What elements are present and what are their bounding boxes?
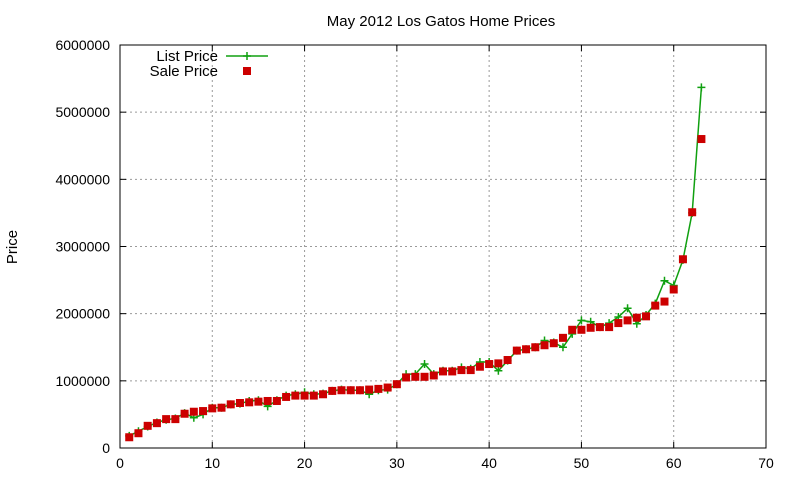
- sale-price-point: [319, 390, 328, 399]
- sale-price-point: [642, 312, 651, 321]
- sale-price-point: [226, 400, 235, 409]
- sale-price-point: [439, 367, 447, 376]
- y-tick-label: 4000000: [55, 171, 110, 187]
- sale-price-point: [328, 386, 337, 395]
- sale-price-point: [217, 403, 226, 412]
- sale-price-point: [549, 339, 558, 348]
- sale-price-point: [494, 359, 503, 368]
- x-tick-label: 10: [204, 455, 220, 471]
- sale-price-point: [485, 360, 494, 369]
- sale-price-point: [208, 404, 217, 413]
- y-tick-label: 5000000: [55, 104, 110, 120]
- sale-price-point: [595, 323, 604, 332]
- sale-price-point: [540, 341, 549, 350]
- sale-price-point: [457, 366, 466, 375]
- sale-price-point: [411, 372, 420, 381]
- x-tick-label: 40: [481, 455, 497, 471]
- y-tick-label: 2000000: [55, 306, 110, 322]
- list-price-point: [494, 366, 503, 375]
- sale-price-point: [448, 367, 457, 376]
- sale-price-point: [558, 333, 567, 342]
- legend-marker-list-price: [243, 52, 251, 60]
- sale-price-point: [180, 409, 189, 418]
- x-tick-label: 0: [116, 455, 124, 471]
- sale-price-point: [568, 325, 577, 334]
- sale-price-point: [199, 407, 208, 416]
- list-price-point: [623, 304, 632, 313]
- sale-price-point: [420, 372, 429, 381]
- grid-lines: [120, 45, 766, 448]
- sale-price-point: [669, 285, 678, 294]
- y-tick-label: 1000000: [55, 373, 110, 389]
- list-price-line: [128, 87, 703, 437]
- sale-price-point: [189, 407, 198, 416]
- sale-price-point: [263, 396, 272, 405]
- sale-price-point: [531, 343, 540, 352]
- sale-price-point: [152, 419, 161, 428]
- x-tick-label: 70: [758, 455, 774, 471]
- sale-price-point: [245, 398, 254, 407]
- sale-price-point: [614, 319, 623, 328]
- sale-price-point: [171, 415, 180, 424]
- axis-ticks: 0 10 20 30 40 50 60 70 0 1000000 2000000 3000000 400…: [55, 37, 774, 471]
- sale-price-point: [697, 135, 706, 144]
- sale-price-point: [337, 386, 346, 395]
- sale-price-point: [355, 386, 364, 395]
- sale-price-point: [512, 346, 521, 355]
- legend-marker-sale-price: [243, 67, 251, 75]
- sale-price-point: [577, 325, 586, 334]
- sale-price-point: [162, 415, 171, 424]
- sale-price-point: [688, 208, 697, 217]
- sale-price-point: [429, 371, 438, 380]
- sale-price-point: [291, 391, 300, 400]
- sale-price-point: [346, 386, 355, 395]
- sale-price-point: [660, 297, 669, 306]
- sale-price-point: [309, 391, 318, 400]
- sale-price-point: [125, 433, 134, 442]
- sale-price-point: [522, 345, 531, 354]
- sale-price-point: [143, 421, 152, 430]
- list-price-point: [660, 276, 669, 285]
- chart-title: May 2012 Los Gatos Home Prices: [327, 13, 555, 30]
- sale-price-point: [383, 383, 392, 392]
- sale-price-point: [623, 316, 632, 325]
- y-tick-label: 3000000: [55, 239, 110, 255]
- list-price-point: [558, 343, 567, 352]
- sale-price-point: [282, 392, 291, 401]
- series-sale-price: [125, 135, 706, 442]
- sale-price-point: [392, 380, 401, 389]
- legend: List Price Sale Price: [150, 48, 268, 80]
- legend-label-list-price: List Price: [156, 48, 218, 65]
- x-tick-label: 20: [297, 455, 313, 471]
- list-price-point: [577, 316, 586, 325]
- sale-price-point: [272, 396, 281, 405]
- y-tick-label: 0: [102, 440, 110, 456]
- sale-price-point: [254, 397, 263, 406]
- legend-label-sale-price: Sale Price: [150, 63, 218, 80]
- sale-price-point: [365, 385, 374, 394]
- sale-price-point: [300, 391, 309, 400]
- sale-price-point: [475, 362, 484, 371]
- sale-price-point: [374, 384, 383, 393]
- sale-price-point: [605, 323, 614, 332]
- sale-price-point: [632, 313, 641, 322]
- sale-price-point: [466, 366, 475, 375]
- x-tick-label: 30: [389, 455, 405, 471]
- sale-price-point: [503, 356, 512, 365]
- y-axis-label: Price: [4, 230, 21, 264]
- y-tick-label: 6000000: [55, 37, 110, 53]
- sale-price-point: [134, 429, 143, 438]
- list-price-point: [697, 83, 706, 92]
- sale-price-point: [678, 255, 687, 264]
- sale-price-point: [586, 323, 595, 332]
- sale-price-point: [235, 398, 244, 407]
- sale-price-point: [402, 373, 411, 382]
- x-tick-label: 50: [574, 455, 590, 471]
- sale-price-point: [651, 301, 660, 310]
- x-tick-label: 60: [666, 455, 682, 471]
- list-price-point: [420, 360, 429, 369]
